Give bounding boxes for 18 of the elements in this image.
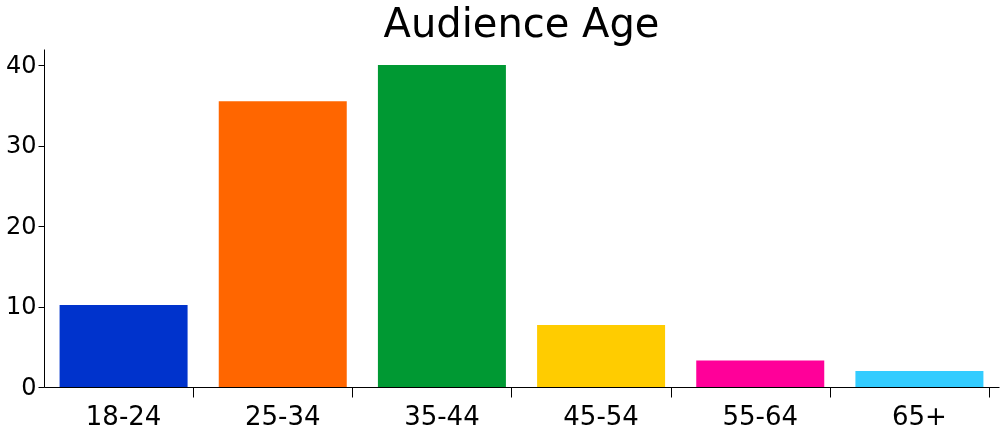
x-tick-label: 55-64 [722,400,799,431]
bar [696,360,825,387]
bar [59,304,188,387]
bar [537,325,666,387]
chart-title: Audience Age [383,0,660,46]
x-tick-label: 45-54 [563,400,639,431]
y-tick-label: 10 [5,292,37,321]
bar [855,370,984,387]
x-tick-label: 18-24 [85,400,162,431]
bar [218,101,347,387]
x-tick-label: 65+ [891,400,947,431]
y-tick-label: 30 [5,131,37,160]
x-tick-label: 35-44 [404,400,480,431]
y-tick-label: 40 [5,50,37,79]
x-tick-label: 25-34 [244,400,321,431]
y-tick-label: 20 [5,211,37,240]
y-tick-label: 0 [21,372,37,401]
bar [377,65,506,387]
